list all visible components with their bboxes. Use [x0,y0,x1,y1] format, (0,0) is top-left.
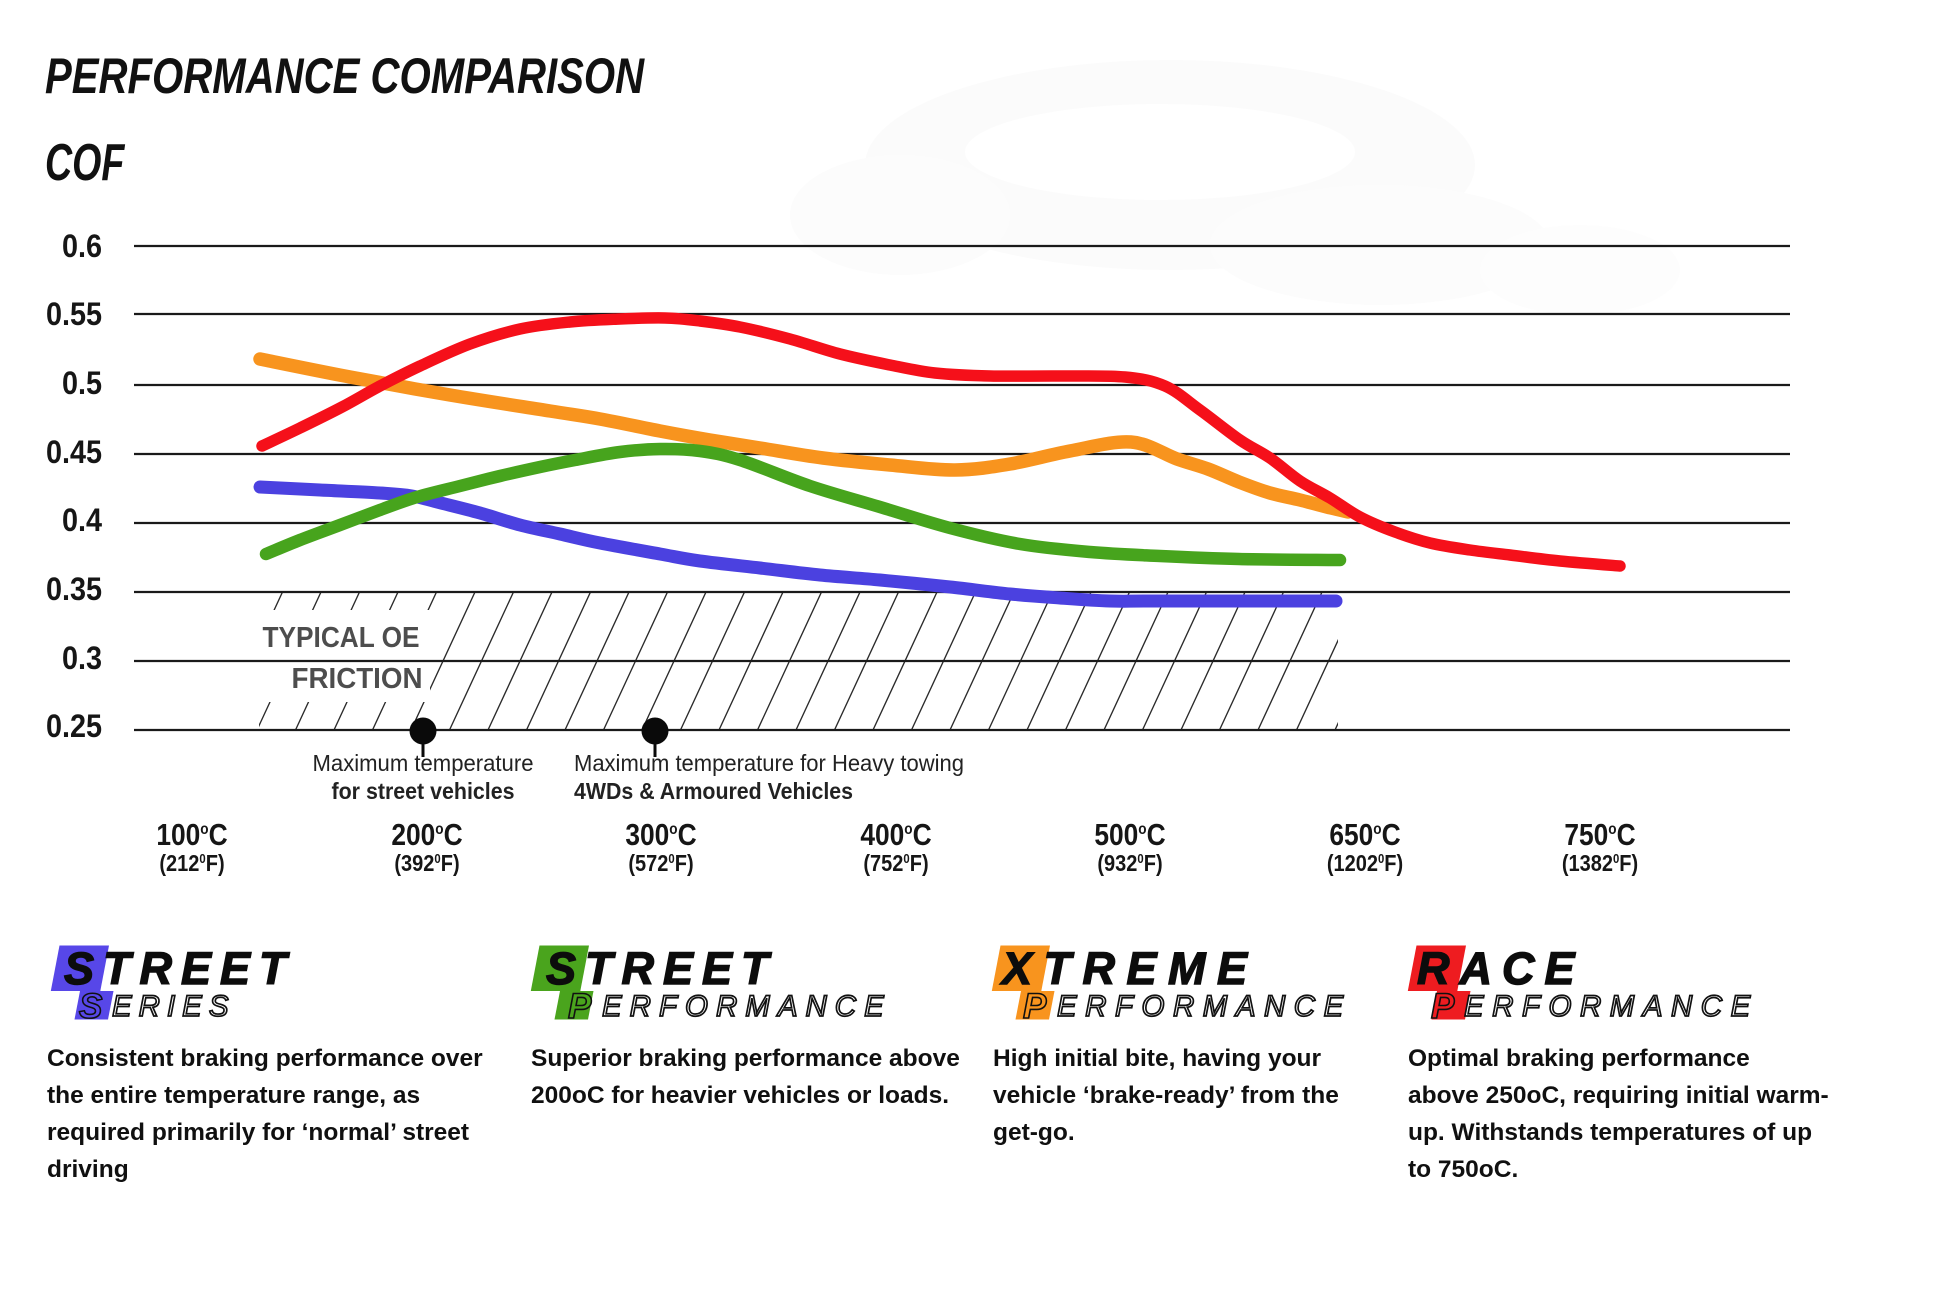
svg-text:0.5: 0.5 [62,366,102,402]
svg-text:200oC: 200oC [391,818,462,852]
svg-text:High initial bite, having your: High initial bite, having your vehicle ‘b… [993,1045,1339,1146]
svg-text:TYPICAL OE: TYPICAL OE [263,622,420,654]
svg-text:ERFORMANCE: ERFORMANCE [1057,990,1352,1023]
svg-text:0.55: 0.55 [46,297,102,333]
svg-text:4WDs & Armoured Vehicles: 4WDs & Armoured Vehicles [574,778,853,804]
svg-text:0.6: 0.6 [62,229,102,265]
svg-text:0.3: 0.3 [62,641,102,677]
svg-text:P: P [1431,987,1455,1026]
svg-text:100oC: 100oC [156,818,227,852]
svg-text:ERFORMANCE: ERFORMANCE [602,990,892,1023]
svg-text:0.35: 0.35 [46,572,102,608]
svg-text:(2120F): (2120F) [159,850,224,877]
svg-text:0.25: 0.25 [46,709,102,745]
svg-text:COF: COF [45,133,125,191]
svg-text:P: P [568,987,592,1026]
svg-text:400oC: 400oC [860,818,931,852]
svg-text:ERFORMANCE: ERFORMANCE [1464,990,1759,1023]
svg-text:STREET: STREET [546,943,778,994]
svg-text:P: P [1023,987,1047,1026]
svg-text:(13820F): (13820F) [1562,850,1638,877]
svg-text:RACE: RACE [1417,943,1585,994]
svg-text:FRICTION: FRICTION [292,663,423,695]
svg-text:750oC: 750oC [1564,818,1635,852]
svg-text:(9320F): (9320F) [1097,850,1162,877]
svg-text:ERIES: ERIES [112,990,236,1023]
svg-text:300oC: 300oC [625,818,696,852]
svg-text:(5720F): (5720F) [628,850,693,877]
svg-text:XTREME: XTREME [999,943,1259,994]
svg-text:S: S [79,987,102,1026]
svg-text:(7520F): (7520F) [863,850,928,877]
svg-text:500oC: 500oC [1094,818,1165,852]
svg-text:Maximum temperature for Heavy: Maximum temperature for Heavy towing [574,750,964,776]
svg-text:for street vehicles: for street vehicles [332,778,515,804]
svg-text:STREET: STREET [64,943,296,994]
svg-text:650oC: 650oC [1329,818,1400,852]
svg-text:PERFORMANCE COMPARISON: PERFORMANCE COMPARISON [45,48,645,104]
svg-text:Consistent braking performance: Consistent braking performance over the e… [47,1045,483,1183]
svg-text:Maximum temperature: Maximum temperature [313,750,534,776]
svg-text:(3920F): (3920F) [394,850,459,877]
svg-text:(12020F): (12020F) [1327,850,1403,877]
svg-text:Superior braking performance a: Superior braking performance above 200oC … [531,1045,960,1109]
svg-text:0.45: 0.45 [46,435,102,471]
svg-text:0.4: 0.4 [62,503,102,539]
